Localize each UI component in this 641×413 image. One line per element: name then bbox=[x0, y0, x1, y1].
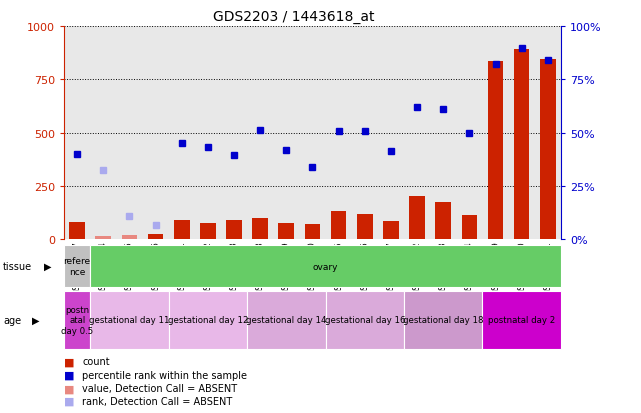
Text: ▶: ▶ bbox=[44, 261, 51, 271]
Bar bbox=[69, 223, 85, 240]
Text: GDS2203 / 1443618_at: GDS2203 / 1443618_at bbox=[213, 10, 374, 24]
Bar bbox=[304, 225, 320, 240]
Bar bbox=[64, 246, 90, 287]
Text: value, Detection Call = ABSENT: value, Detection Call = ABSENT bbox=[82, 383, 237, 393]
Bar bbox=[331, 212, 347, 240]
Bar bbox=[96, 236, 111, 240]
Bar bbox=[122, 235, 137, 240]
Text: postnatal day 2: postnatal day 2 bbox=[488, 316, 555, 325]
Bar bbox=[435, 202, 451, 240]
Bar bbox=[174, 221, 190, 240]
Bar bbox=[253, 218, 268, 240]
Text: postn
atal
day 0.5: postn atal day 0.5 bbox=[61, 305, 94, 335]
Text: ▶: ▶ bbox=[32, 315, 40, 325]
Text: gestational day 16: gestational day 16 bbox=[324, 316, 405, 325]
Bar bbox=[409, 197, 425, 240]
Bar bbox=[540, 60, 556, 240]
Bar bbox=[483, 291, 561, 349]
Text: ■: ■ bbox=[64, 356, 74, 366]
Bar bbox=[148, 234, 163, 240]
Bar bbox=[404, 291, 483, 349]
Text: age: age bbox=[3, 315, 21, 325]
Text: gestational day 18: gestational day 18 bbox=[403, 316, 483, 325]
Bar bbox=[326, 291, 404, 349]
Bar bbox=[226, 221, 242, 240]
Text: count: count bbox=[82, 356, 110, 366]
Bar bbox=[357, 214, 372, 240]
Text: ■: ■ bbox=[64, 370, 74, 380]
Text: ■: ■ bbox=[64, 396, 74, 406]
Bar bbox=[64, 291, 90, 349]
Text: rank, Detection Call = ABSENT: rank, Detection Call = ABSENT bbox=[82, 396, 232, 406]
Bar bbox=[514, 50, 529, 240]
Text: tissue: tissue bbox=[3, 261, 32, 271]
Bar bbox=[90, 291, 169, 349]
Bar bbox=[247, 291, 326, 349]
Text: percentile rank within the sample: percentile rank within the sample bbox=[82, 370, 247, 380]
Bar bbox=[462, 215, 477, 240]
Bar bbox=[488, 62, 503, 240]
Text: gestational day 12: gestational day 12 bbox=[168, 316, 248, 325]
Text: gestational day 14: gestational day 14 bbox=[246, 316, 327, 325]
Text: refere
nce: refere nce bbox=[63, 257, 91, 276]
Text: gestational day 11: gestational day 11 bbox=[89, 316, 170, 325]
Text: ■: ■ bbox=[64, 383, 74, 393]
Bar bbox=[169, 291, 247, 349]
Bar bbox=[200, 223, 216, 240]
Bar bbox=[383, 221, 399, 240]
Bar bbox=[278, 223, 294, 240]
Text: ovary: ovary bbox=[313, 262, 338, 271]
